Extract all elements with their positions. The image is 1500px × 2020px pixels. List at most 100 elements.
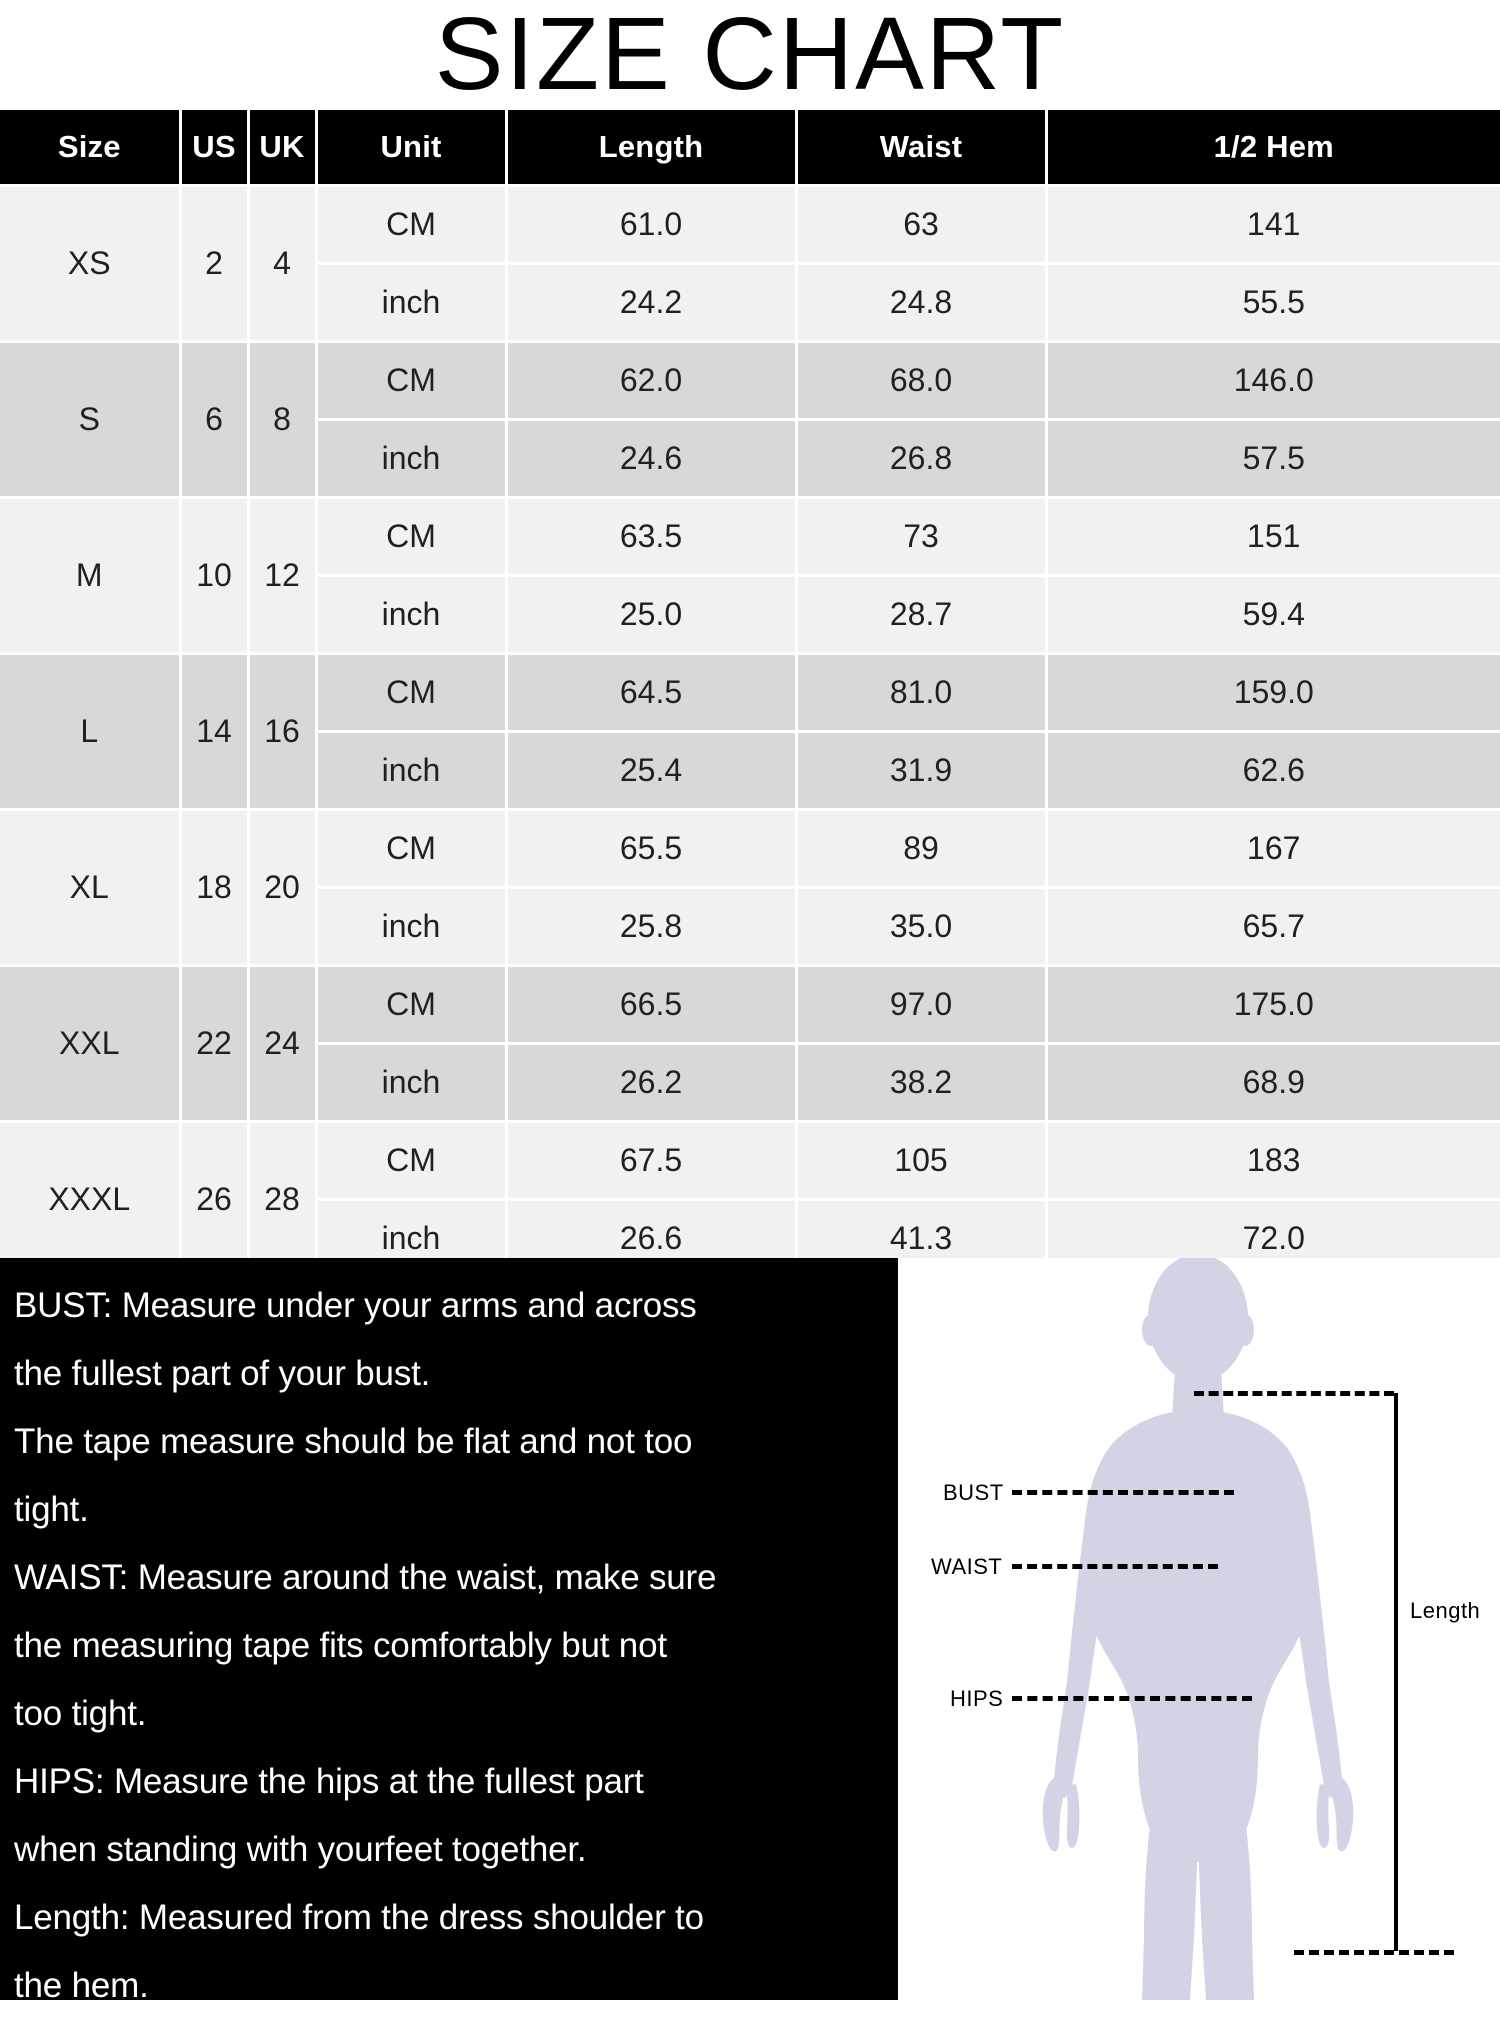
cell-hem: 141	[1046, 185, 1500, 265]
cell-hem: 159.0	[1046, 653, 1500, 733]
instruction-line: too tight.	[14, 1694, 147, 1733]
column-header-us: US	[180, 110, 250, 187]
cell-length: 67.5	[506, 1121, 798, 1201]
measurement-instructions-panel: BUST: Measure under your arms and across…	[0, 1258, 898, 2005]
cell-unit: inch	[316, 887, 508, 967]
cell-unit: inch	[316, 575, 508, 655]
cell-waist: 24.8	[796, 263, 1048, 343]
table-row: XL 18 20 CM 65.5 89 167	[0, 809, 1500, 967]
female-body-silhouette-icon	[1042, 1258, 1354, 2000]
cell-waist: 31.9	[796, 731, 1048, 811]
cell-unit: inch	[316, 263, 508, 343]
length-label: Length	[1410, 1598, 1481, 1623]
instruction-line: the measuring tape fits comfortably but …	[14, 1626, 667, 1665]
waist-label: WAIST	[931, 1554, 1003, 1579]
cell-waist: 97.0	[796, 965, 1048, 1045]
table-row: XXL 22 24 CM 66.5 97.0 175.0	[0, 965, 1500, 1123]
table-row: XXXL 26 28 CM 67.5 105 183	[0, 1121, 1500, 1279]
instruction-line: the hem.	[14, 1966, 149, 2005]
cell-size: M	[0, 497, 182, 655]
hips-dashed-line	[1012, 1696, 1252, 1701]
cell-length: 25.0	[506, 575, 798, 655]
cell-hem: 175.0	[1046, 965, 1500, 1045]
instruction-line: BUST: Measure under your arms and across	[14, 1286, 697, 1325]
bust-label: BUST	[943, 1480, 1004, 1505]
cell-hem: 55.5	[1046, 263, 1500, 343]
cell-hem: 151	[1046, 497, 1500, 577]
instruction-line: WAIST: Measure around the waist, make su…	[14, 1558, 717, 1597]
cell-length: 24.2	[506, 263, 798, 343]
cell-us: 14	[180, 653, 250, 811]
cell-waist: 38.2	[796, 1043, 1048, 1123]
cell-size: XL	[0, 809, 182, 967]
table-row: inch 24.2 24.8 55.5	[0, 263, 1500, 343]
table-row: L 14 16 CM 64.5 81.0 159.0	[0, 653, 1500, 811]
cell-waist: 105	[796, 1121, 1048, 1201]
cell-uk: 24	[248, 965, 318, 1123]
cell-length: 61.0	[506, 185, 798, 265]
column-header-unit: Unit	[316, 110, 508, 187]
cell-unit: inch	[316, 731, 508, 811]
cell-waist: 81.0	[796, 653, 1048, 733]
table-row: XS 2 4 CM 61.0 63 141	[0, 185, 1500, 343]
column-header-size: Size	[0, 110, 182, 187]
cell-unit: CM	[316, 497, 508, 577]
cell-waist: 73	[796, 497, 1048, 577]
instruction-line: when standing with yourfeet together.	[14, 1830, 587, 1869]
cell-us: 6	[180, 341, 250, 499]
cell-unit: inch	[316, 419, 508, 499]
column-header-hem: 1/2 Hem	[1046, 110, 1500, 187]
cell-hem: 146.0	[1046, 341, 1500, 421]
cell-length: 25.4	[506, 731, 798, 811]
length-measure-line	[1394, 1393, 1398, 1951]
cell-length: 63.5	[506, 497, 798, 577]
cell-size: XXXL	[0, 1121, 182, 1279]
cell-length: 65.5	[506, 809, 798, 889]
hem-dashed-line	[1294, 1950, 1454, 1955]
table-row: S 6 8 CM 62.0 68.0 146.0	[0, 341, 1500, 499]
cell-size: XXL	[0, 965, 182, 1123]
cell-waist: 68.0	[796, 341, 1048, 421]
bust-dashed-line	[1012, 1490, 1234, 1495]
cell-size: L	[0, 653, 182, 811]
cell-length: 26.2	[506, 1043, 798, 1123]
table-row: inch 25.0 28.7 59.4	[0, 575, 1500, 655]
cell-unit: CM	[316, 1121, 508, 1201]
table-header-row: Size US UK Unit Length Waist 1/2 Hem	[0, 110, 1500, 187]
hips-label: HIPS	[950, 1686, 1004, 1711]
instruction-line: The tape measure should be flat and not …	[14, 1422, 693, 1461]
column-header-uk: UK	[248, 110, 318, 187]
cell-unit: CM	[316, 185, 508, 265]
cell-hem: 183	[1046, 1121, 1500, 1201]
cell-hem: 65.7	[1046, 887, 1500, 967]
cell-hem: 68.9	[1046, 1043, 1500, 1123]
table-row: M 10 12 CM 63.5 73 151	[0, 497, 1500, 655]
cell-hem: 62.6	[1046, 731, 1500, 811]
cell-waist: 63	[796, 185, 1048, 265]
cell-length: 64.5	[506, 653, 798, 733]
instruction-line: the fullest part of your bust.	[14, 1354, 431, 1393]
cell-uk: 4	[248, 185, 318, 343]
cell-waist: 35.0	[796, 887, 1048, 967]
cell-uk: 20	[248, 809, 318, 967]
waist-dashed-line	[1012, 1564, 1218, 1569]
cell-us: 26	[180, 1121, 250, 1279]
cell-size: XS	[0, 185, 182, 343]
table-row: inch 26.2 38.2 68.9	[0, 1043, 1500, 1123]
cell-unit: CM	[316, 341, 508, 421]
shoulder-dashed-line	[1194, 1391, 1394, 1396]
cell-hem: 57.5	[1046, 419, 1500, 499]
column-header-waist: Waist	[796, 110, 1048, 187]
table-row: inch 25.8 35.0 65.7	[0, 887, 1500, 967]
instruction-line: HIPS: Measure the hips at the fullest pa…	[14, 1762, 644, 1801]
column-header-length: Length	[506, 110, 798, 187]
measurement-guide-section: BUST: Measure under your arms and across…	[0, 1258, 1500, 2005]
size-chart-table: Size US UK Unit Length Waist 1/2 Hem XS …	[0, 110, 1500, 1279]
cell-us: 18	[180, 809, 250, 967]
cell-waist: 89	[796, 809, 1048, 889]
cell-hem: 59.4	[1046, 575, 1500, 655]
cell-length: 25.8	[506, 887, 798, 967]
cell-unit: inch	[316, 1043, 508, 1123]
cell-length: 66.5	[506, 965, 798, 1045]
cell-uk: 8	[248, 341, 318, 499]
